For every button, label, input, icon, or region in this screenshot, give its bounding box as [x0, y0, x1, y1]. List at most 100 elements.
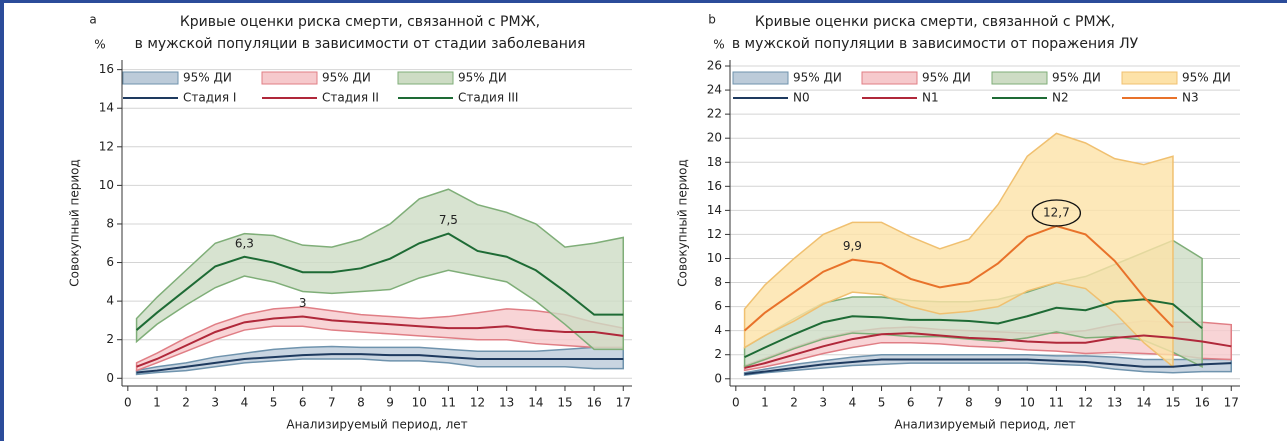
y-tick-label: 26 — [707, 59, 722, 73]
legend-label: N0 — [793, 91, 810, 105]
x-tick-label: 0 — [732, 396, 740, 410]
y-tick-label: 24 — [707, 83, 722, 97]
legend-swatch — [1121, 71, 1178, 85]
x-tick-label: 17 — [616, 396, 631, 410]
x-tick-label: 9 — [386, 396, 394, 410]
annotation: 6,3 — [235, 236, 254, 250]
line — [136, 353, 624, 374]
y-axis-label: Совокупный период — [676, 159, 690, 287]
x-tick-label: 11 — [1049, 396, 1064, 410]
x-tick-label: 6 — [299, 396, 307, 410]
legend-label: N1 — [922, 91, 939, 105]
panel-label: a — [89, 13, 96, 27]
chart-title: Кривые оценки риска смерти, связанной с … — [180, 14, 540, 30]
x-tick-label: 0 — [124, 396, 132, 410]
annotation: 3 — [299, 296, 307, 310]
line — [135, 232, 624, 331]
x-tick-label: 12 — [1078, 396, 1093, 410]
x-tick-label: 8 — [357, 396, 365, 410]
x-tick-label: 9 — [994, 396, 1002, 410]
y-tick-label: 4 — [106, 294, 114, 308]
x-tick-label: 14 — [1136, 396, 1151, 410]
line — [743, 224, 1174, 332]
x-tick-label: 17 — [1224, 396, 1239, 410]
legend-swatch — [261, 71, 318, 85]
x-tick-label: 16 — [586, 396, 601, 410]
panel-label: b — [708, 13, 716, 27]
legend-label: N3 — [1182, 91, 1199, 105]
x-tick-label: 14 — [528, 396, 543, 410]
legend-label: 95% ДИ — [1052, 71, 1101, 85]
y-unit: % — [94, 38, 105, 52]
y-unit: % — [713, 38, 724, 52]
x-tick-label: 16 — [1194, 396, 1209, 410]
ci-band — [135, 345, 625, 376]
x-tick-label: 2 — [182, 396, 190, 410]
legend-label: 95% ДИ — [183, 71, 232, 85]
x-tick-label: 10 — [412, 396, 427, 410]
x-tick-label: 7 — [328, 396, 336, 410]
x-tick-label: 8 — [965, 396, 973, 410]
x-tick-label: 3 — [819, 396, 827, 410]
x-tick-label: 3 — [211, 396, 219, 410]
left-border — [0, 0, 4, 441]
y-tick-label: 14 — [99, 101, 114, 115]
y-tick-label: 0 — [106, 371, 114, 385]
chart-title: в мужской популяции в зависимости от пор… — [732, 36, 1139, 52]
y-tick-label: 20 — [707, 131, 722, 145]
top-border — [0, 0, 1287, 3]
x-tick-label: 5 — [270, 396, 278, 410]
line — [744, 358, 1232, 375]
legend-label: 95% ДИ — [793, 71, 842, 85]
y-tick-label: 6 — [106, 255, 114, 269]
x-tick-label: 15 — [1165, 396, 1180, 410]
annotation: 9,9 — [843, 239, 862, 253]
y-tick-label: 14 — [707, 203, 722, 217]
legend-swatch — [122, 71, 179, 85]
legend-label: Стадия I — [183, 91, 236, 105]
x-tick-label: 5 — [878, 396, 886, 410]
annotation: 7,5 — [439, 213, 458, 227]
x-tick-label: 13 — [499, 396, 514, 410]
x-tick-label: 2 — [790, 396, 798, 410]
line — [744, 298, 1203, 359]
x-tick-label: 4 — [241, 396, 249, 410]
legend-swatch — [991, 71, 1048, 85]
legend-label: 95% ДИ — [458, 71, 507, 85]
x-axis-label: Анализируемый период, лет — [894, 418, 1075, 432]
x-tick-label: 1 — [153, 396, 161, 410]
ci-band — [135, 188, 625, 351]
x-tick-label: 12 — [470, 396, 485, 410]
legend-swatch — [861, 71, 918, 85]
y-tick-label: 6 — [714, 299, 722, 313]
x-axis-label: Анализируемый период, лет — [286, 418, 467, 432]
legend-label: Стадия III — [458, 91, 518, 105]
y-tick-label: 10 — [99, 178, 114, 192]
legend-label: 95% ДИ — [322, 71, 371, 85]
y-tick-label: 22 — [707, 107, 722, 121]
line — [744, 332, 1232, 369]
y-tick-label: 18 — [707, 155, 722, 169]
x-tick-label: 1 — [761, 396, 769, 410]
y-tick-label: 8 — [106, 216, 114, 230]
y-tick-label: 0 — [714, 371, 722, 385]
y-tick-label: 2 — [714, 347, 722, 361]
legend-label: 95% ДИ — [1182, 71, 1231, 85]
annotation-circle — [1031, 199, 1082, 227]
y-tick-label: 2 — [106, 332, 114, 346]
x-tick-label: 15 — [557, 396, 572, 410]
y-tick-label: 12 — [99, 139, 114, 153]
x-tick-label: 4 — [849, 396, 857, 410]
y-tick-label: 16 — [99, 62, 114, 76]
y-axis-label: Совокупный период — [68, 159, 82, 287]
chart-title: Кривые оценки риска смерти, связанной с … — [755, 14, 1115, 30]
y-tick-label: 12 — [707, 227, 722, 241]
line — [136, 315, 624, 368]
legend-label: N2 — [1052, 91, 1069, 105]
y-tick-label: 8 — [714, 275, 722, 289]
legend-swatch — [732, 71, 789, 85]
x-tick-label: 7 — [936, 396, 944, 410]
legend-label: 95% ДИ — [922, 71, 971, 85]
x-tick-label: 10 — [1020, 396, 1035, 410]
x-tick-label: 6 — [907, 396, 915, 410]
